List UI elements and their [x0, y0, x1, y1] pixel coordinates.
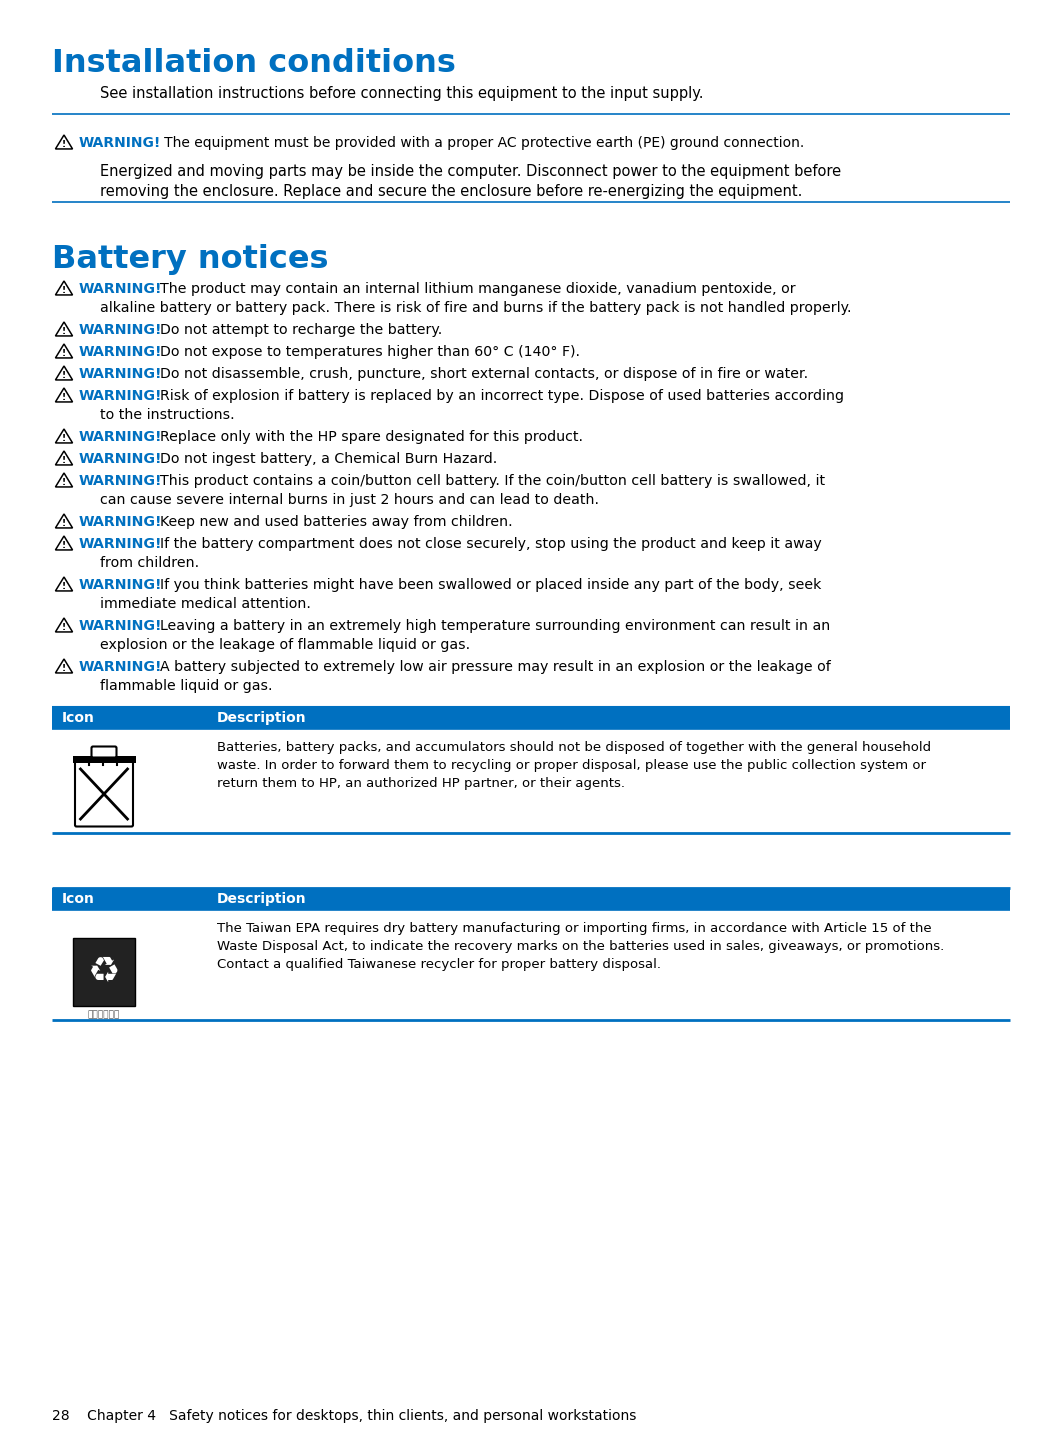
- Text: !: !: [62, 519, 66, 529]
- Text: Icon: Icon: [62, 711, 95, 725]
- Text: ♻: ♻: [87, 955, 120, 988]
- Text: from children.: from children.: [100, 556, 199, 569]
- Text: Icon: Icon: [62, 892, 95, 906]
- Text: WARNING!: WARNING!: [79, 367, 162, 381]
- Text: immediate medical attention.: immediate medical attention.: [100, 597, 311, 611]
- Text: removing the enclosure. Replace and secure the enclosure before re-energizing th: removing the enclosure. Replace and secu…: [100, 184, 803, 199]
- Text: WARNING!: WARNING!: [79, 618, 162, 633]
- Text: WARNING!: WARNING!: [79, 324, 162, 337]
- Text: !: !: [62, 435, 66, 444]
- Text: Risk of explosion if battery is replaced by an incorrect type. Dispose of used b: Risk of explosion if battery is replaced…: [151, 389, 844, 403]
- FancyBboxPatch shape: [73, 938, 135, 1006]
- Text: This product contains a coin/button cell battery. If the coin/button cell batter: This product contains a coin/button cell…: [151, 474, 825, 488]
- Text: Battery notices: Battery notices: [52, 244, 328, 275]
- Text: Installation conditions: Installation conditions: [52, 48, 456, 79]
- Text: !: !: [62, 582, 66, 591]
- Text: can cause severe internal burns in just 2 hours and can lead to death.: can cause severe internal burns in just …: [100, 493, 599, 507]
- Text: WARNING!: WARNING!: [79, 431, 162, 444]
- Text: WARNING!: WARNING!: [79, 474, 162, 488]
- Text: Waste Disposal Act, to indicate the recovery marks on the batteries used in sale: Waste Disposal Act, to indicate the reco…: [217, 941, 945, 954]
- Text: !: !: [62, 478, 66, 487]
- Text: waste. In order to forward them to recycling or proper disposal, please use the : waste. In order to forward them to recyc…: [217, 759, 926, 772]
- Text: Keep new and used batteries away from children.: Keep new and used batteries away from ch…: [151, 514, 512, 529]
- Text: !: !: [62, 623, 66, 633]
- Text: The equipment must be provided with a proper AC protective earth (PE) ground con: The equipment must be provided with a pr…: [151, 136, 804, 150]
- Text: flammable liquid or gas.: flammable liquid or gas.: [100, 679, 272, 694]
- Text: Replace only with the HP spare designated for this product.: Replace only with the HP spare designate…: [151, 431, 583, 444]
- Bar: [52, 889, 1010, 910]
- FancyBboxPatch shape: [92, 747, 117, 757]
- Text: Description: Description: [217, 711, 306, 725]
- Text: WARNING!: WARNING!: [79, 514, 162, 529]
- Text: WARNING!: WARNING!: [79, 538, 162, 551]
- Bar: [52, 707, 1010, 728]
- Text: WARNING!: WARNING!: [79, 578, 162, 592]
- Text: !: !: [62, 371, 66, 380]
- Text: WARNING!: WARNING!: [79, 345, 162, 358]
- Text: If the battery compartment does not close securely, stop using the product and k: If the battery compartment does not clos…: [151, 538, 822, 551]
- Text: The product may contain an internal lithium manganese dioxide, vanadium pentoxid: The product may contain an internal lith…: [151, 282, 795, 296]
- Text: !: !: [62, 665, 66, 673]
- Text: Contact a qualified Taiwanese recycler for proper battery disposal.: Contact a qualified Taiwanese recycler f…: [217, 958, 661, 971]
- Text: Do not ingest battery, a Chemical Burn Hazard.: Do not ingest battery, a Chemical Burn H…: [151, 452, 498, 465]
- FancyBboxPatch shape: [75, 762, 133, 827]
- Text: Do not disassemble, crush, puncture, short external contacts, or dispose of in f: Do not disassemble, crush, puncture, sho…: [151, 367, 808, 381]
- Text: !: !: [62, 286, 66, 295]
- Text: 廢電池請回收: 廢電池請回收: [88, 1010, 120, 1019]
- Text: Energized and moving parts may be inside the computer. Disconnect power to the e: Energized and moving parts may be inside…: [100, 163, 842, 179]
- Text: explosion or the leakage of flammable liquid or gas.: explosion or the leakage of flammable li…: [100, 639, 470, 652]
- Text: !: !: [62, 350, 66, 358]
- Text: WARNING!: WARNING!: [79, 136, 161, 150]
- Text: WARNING!: WARNING!: [79, 282, 162, 296]
- Text: !: !: [62, 457, 66, 465]
- Text: Description: Description: [217, 892, 306, 906]
- Text: Do not expose to temperatures higher than 60° C (140° F).: Do not expose to temperatures higher tha…: [151, 345, 580, 358]
- Text: !: !: [62, 393, 66, 402]
- Text: WARNING!: WARNING!: [79, 660, 162, 673]
- Text: !: !: [62, 140, 66, 149]
- Text: Leaving a battery in an extremely high temperature surrounding environment can r: Leaving a battery in an extremely high t…: [151, 618, 830, 633]
- Text: !: !: [62, 542, 66, 551]
- Text: See installation instructions before connecting this equipment to the input supp: See installation instructions before con…: [100, 87, 704, 101]
- Text: If you think batteries might have been swallowed or placed inside any part of th: If you think batteries might have been s…: [151, 578, 822, 592]
- Text: return them to HP, an authorized HP partner, or their agents.: return them to HP, an authorized HP part…: [217, 777, 625, 790]
- Text: !: !: [62, 328, 66, 337]
- Bar: [73, 756, 136, 763]
- Text: A battery subjected to extremely low air pressure may result in an explosion or : A battery subjected to extremely low air…: [151, 660, 831, 673]
- Text: 28    Chapter 4   Safety notices for desktops, thin clients, and personal workst: 28 Chapter 4 Safety notices for desktops…: [52, 1409, 636, 1423]
- Text: Do not attempt to recharge the battery.: Do not attempt to recharge the battery.: [151, 324, 442, 337]
- Text: WARNING!: WARNING!: [79, 452, 162, 465]
- Text: Batteries, battery packs, and accumulators should not be disposed of together wi: Batteries, battery packs, and accumulato…: [217, 741, 931, 754]
- Text: The Taiwan EPA requires dry battery manufacturing or importing firms, in accorda: The Taiwan EPA requires dry battery manu…: [217, 922, 932, 935]
- Text: to the instructions.: to the instructions.: [100, 407, 235, 422]
- Text: alkaline battery or battery pack. There is risk of fire and burns if the battery: alkaline battery or battery pack. There …: [100, 301, 851, 315]
- Text: WARNING!: WARNING!: [79, 389, 162, 403]
